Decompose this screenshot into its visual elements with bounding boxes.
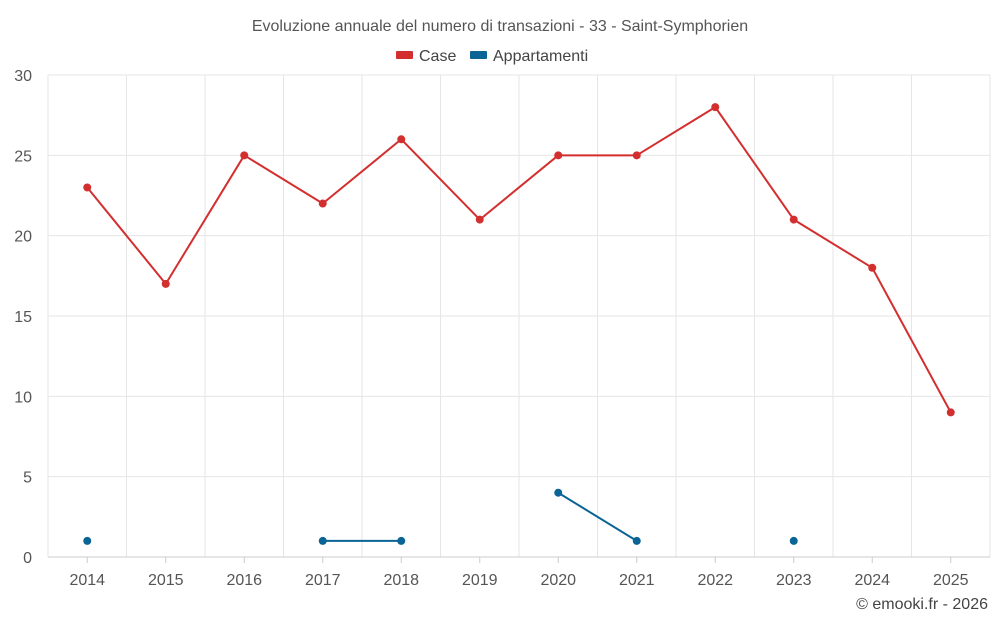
x-tick-label: 2021 — [619, 572, 655, 589]
x-tick-label: 2014 — [69, 572, 105, 589]
x-tick-label: 2020 — [540, 572, 576, 589]
series-case — [83, 103, 955, 417]
x-tick-label: 2023 — [776, 572, 812, 589]
series-line-segment-appartamenti — [557, 491, 638, 542]
series-line-segment-case — [164, 154, 246, 285]
legend-label-appartamenti[interactable]: Appartamenti — [493, 48, 588, 65]
series-appartamenti — [83, 488, 798, 545]
y-tick-label: 10 — [14, 389, 32, 406]
y-axis: 0 5 10 15 20 25 30 — [14, 68, 32, 567]
y-tick-label: 5 — [23, 470, 32, 487]
series-line-segment-case — [871, 266, 952, 414]
data-point-case-2020[interactable] — [554, 151, 563, 160]
x-axis: 2014 2015 2016 2017 2018 2019 2020 2021 2022 2023… — [48, 556, 990, 589]
y-tick-label: 25 — [14, 148, 32, 165]
data-point-case-2016[interactable] — [240, 151, 249, 160]
data-point-appartamenti-2018[interactable] — [397, 536, 406, 545]
data-point-case-2019[interactable] — [475, 215, 484, 224]
y-tick-label: 30 — [14, 68, 32, 85]
data-point-case-2021[interactable] — [632, 151, 641, 160]
legend-label-case[interactable]: Case — [419, 48, 456, 65]
x-tick-label: 2017 — [305, 572, 341, 589]
data-point-appartamenti-2021[interactable] — [632, 536, 641, 545]
series-line-segment-case — [478, 154, 560, 221]
x-tick-label: 2024 — [854, 572, 890, 589]
legend[interactable]: Case Appartamenti — [396, 48, 588, 65]
chart-title: Evoluzione annuale del numero di transaz… — [252, 18, 748, 35]
y-tick-label: 20 — [14, 229, 32, 246]
series-line-segment-case — [243, 154, 324, 205]
data-point-case-2023[interactable] — [789, 215, 798, 224]
legend-swatch-case — [396, 51, 413, 59]
data-point-case-2017[interactable] — [318, 199, 327, 208]
x-tick-label: 2022 — [697, 572, 733, 589]
series-line-segment-case — [400, 138, 481, 221]
series-line-segment-case — [792, 218, 874, 269]
data-point-case-2018[interactable] — [397, 135, 406, 144]
data-point-case-2022[interactable] — [711, 103, 720, 112]
x-tick-label: 2025 — [933, 572, 969, 589]
data-point-appartamenti-2014[interactable] — [83, 536, 92, 545]
series-line-segment-case — [86, 186, 167, 285]
data-point-appartamenti-2023[interactable] — [789, 536, 798, 545]
data-point-appartamenti-2020[interactable] — [554, 488, 563, 497]
data-point-case-2024[interactable] — [868, 263, 877, 272]
x-tick-label: 2018 — [383, 572, 419, 589]
series-line-segment-case — [321, 138, 403, 205]
legend-swatch-appartamenti — [470, 51, 487, 59]
data-point-appartamenti-2017[interactable] — [318, 536, 327, 545]
x-tick-label: 2016 — [226, 572, 262, 589]
x-tick-label: 2015 — [148, 572, 184, 589]
data-point-case-2014[interactable] — [83, 183, 92, 192]
data-point-case-2015[interactable] — [161, 279, 170, 288]
data-point-case-2025[interactable] — [946, 408, 955, 417]
grid — [47, 74, 991, 557]
y-tick-label: 0 — [23, 550, 32, 567]
y-tick-label: 15 — [14, 309, 32, 326]
x-tick-label: 2019 — [462, 572, 498, 589]
series-layer — [83, 103, 955, 545]
series-line-segment-case — [635, 106, 717, 157]
credit-text: © emooki.fr - 2026 — [856, 596, 988, 613]
series-line-segment-case — [714, 106, 795, 221]
